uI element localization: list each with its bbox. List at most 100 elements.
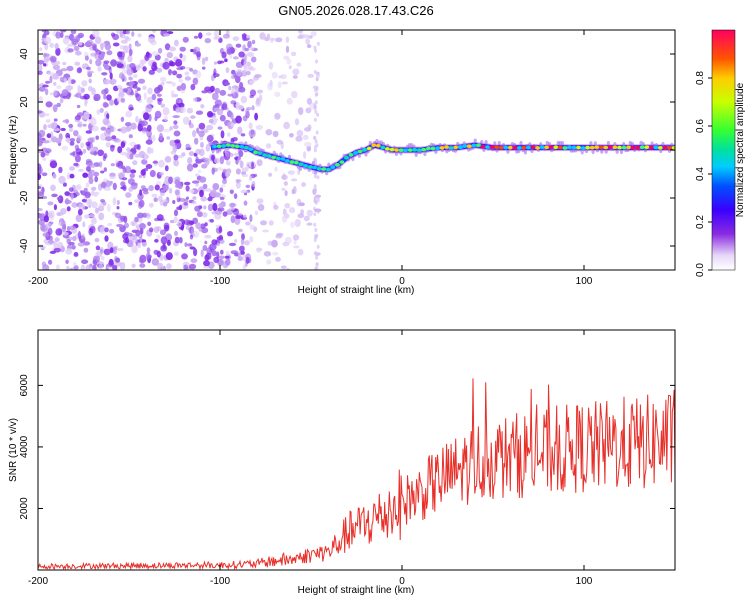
noise-blob [163, 33, 170, 37]
ridge-dot [412, 148, 418, 152]
noise-blob [190, 258, 198, 264]
ridge-speck [364, 152, 368, 157]
noise-blob [134, 153, 141, 158]
noise-blob [55, 264, 60, 270]
noise-blob [142, 190, 149, 195]
noise-blob [61, 89, 69, 97]
noise-blob [69, 225, 76, 230]
noise-blob [134, 43, 142, 47]
noise-blob [62, 119, 70, 123]
noise-blob [87, 138, 92, 142]
noise-blob [160, 236, 168, 245]
noise-blob [243, 214, 247, 219]
noise-blob [221, 51, 227, 59]
noise-blob [235, 68, 243, 77]
noise-blob [80, 264, 86, 270]
noise-blob [213, 61, 218, 65]
noise-blob [141, 239, 147, 243]
noise-blob [284, 213, 290, 219]
ridge-speck [272, 150, 276, 155]
noise-blob [97, 149, 105, 157]
noise-blob [71, 245, 76, 250]
noise-blob [101, 72, 108, 76]
ridge-speck [519, 140, 523, 146]
noise-blob [192, 97, 198, 102]
noise-blob [238, 228, 243, 233]
snr-frame [37, 329, 676, 571]
colorbar-label: Normalized spectral amplitude [735, 82, 746, 217]
ridge-dot [576, 145, 581, 150]
noise-blob [199, 176, 207, 183]
noise-blob [152, 134, 156, 142]
noise-blob [117, 146, 123, 154]
noise-blob [156, 67, 163, 73]
noise-blob [172, 124, 179, 130]
noise-blob [74, 115, 81, 123]
noise-blob [315, 262, 319, 267]
x-tick-label: 100 [576, 576, 593, 587]
noise-blob [45, 119, 51, 123]
noise-blob [257, 204, 265, 211]
noise-blob [84, 55, 89, 61]
noise-blob [103, 186, 111, 191]
noise-blob [105, 136, 113, 142]
ridge-speck [311, 160, 316, 166]
noise-blob [53, 241, 58, 249]
noise-blob [227, 152, 234, 157]
noise-blob [104, 235, 109, 242]
ridge-dot [321, 167, 327, 171]
ridge-speck [622, 142, 626, 147]
noise-blob [234, 85, 241, 94]
colorbar-gradient [711, 29, 736, 271]
noise-blob [109, 125, 114, 133]
snr-y-ticks: 2000 4000 6000 [19, 374, 675, 520]
ridge-speck [253, 146, 257, 151]
noise-blob [172, 144, 178, 153]
ridge-speck [412, 144, 416, 149]
noise-blob [133, 144, 140, 150]
noise-blob [169, 46, 176, 52]
noise-blob [224, 255, 230, 259]
noise-blob [220, 249, 224, 255]
noise-blob [226, 132, 231, 137]
noise-blob [97, 66, 102, 72]
noise-blob [85, 160, 93, 166]
noise-blob [59, 97, 64, 104]
ridge-dot [335, 163, 340, 167]
noise-blob [128, 48, 133, 56]
noise-blob [80, 142, 85, 149]
ridge-speck [547, 142, 552, 147]
noise-blob [313, 145, 317, 150]
noise-blob [136, 87, 141, 91]
noise-blob [151, 51, 159, 57]
noise-blob [102, 117, 110, 126]
noise-blob [285, 45, 290, 54]
noise-blob [187, 243, 193, 247]
ridge-speck [473, 138, 477, 143]
noise-blob [251, 39, 256, 45]
noise-blob [207, 196, 213, 202]
noise-blob [280, 265, 287, 270]
noise-blob [195, 70, 202, 79]
noise-blob [192, 129, 197, 138]
noise-blob [203, 205, 207, 210]
noise-blob [174, 230, 178, 236]
ridge-dot [517, 146, 522, 150]
noise-blob [126, 30, 130, 35]
noise-blob [146, 247, 151, 254]
noise-blob [195, 156, 199, 163]
noise-blob [109, 172, 117, 180]
noise-blob [158, 159, 165, 168]
noise-blob [46, 133, 52, 139]
noise-blob [55, 31, 61, 39]
noise-blob [132, 235, 138, 243]
noise-blob [38, 173, 42, 181]
snr-x-ticks: -200 -100 0 100 [28, 330, 593, 587]
noise-blob [82, 148, 87, 154]
noise-blob [189, 234, 194, 240]
noise-blob [306, 209, 313, 217]
noise-blob [251, 180, 256, 188]
noise-blob [290, 221, 295, 228]
noise-blob [102, 154, 106, 162]
